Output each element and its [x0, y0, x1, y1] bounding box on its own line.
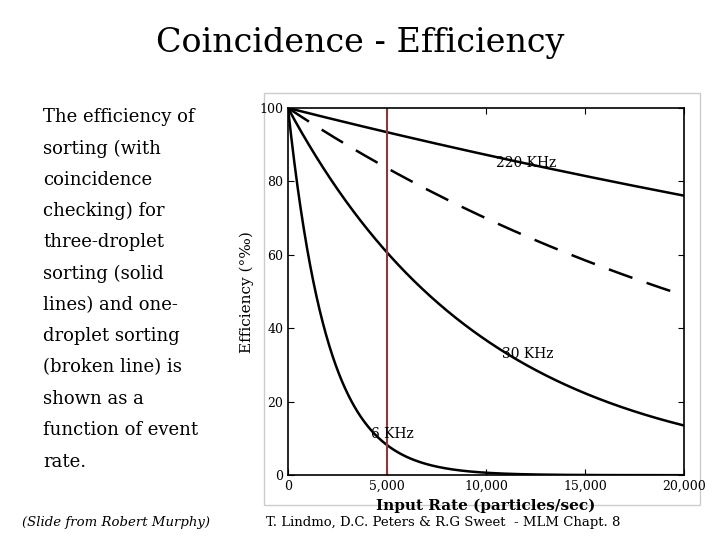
- Text: shown as a: shown as a: [43, 390, 144, 408]
- Text: sorting (solid: sorting (solid: [43, 265, 164, 283]
- Text: coincidence: coincidence: [43, 171, 153, 188]
- Text: 6 KHz: 6 KHz: [372, 428, 414, 442]
- Text: checking) for: checking) for: [43, 202, 165, 220]
- Text: (Slide from Robert Murphy): (Slide from Robert Murphy): [22, 516, 210, 529]
- Text: droplet sorting: droplet sorting: [43, 327, 180, 345]
- Text: sorting (with: sorting (with: [43, 139, 161, 158]
- X-axis label: Input Rate (particles/sec): Input Rate (particles/sec): [377, 498, 595, 513]
- Text: 30 KHz: 30 KHz: [502, 347, 554, 361]
- Text: (broken line) is: (broken line) is: [43, 359, 182, 376]
- Text: lines) and one-: lines) and one-: [43, 296, 178, 314]
- Text: three-droplet: three-droplet: [43, 233, 164, 251]
- Text: rate.: rate.: [43, 453, 86, 470]
- Y-axis label: Efficiency (°‰): Efficiency (°‰): [239, 231, 253, 353]
- Text: 220 KHz: 220 KHz: [496, 156, 556, 170]
- Text: T. Lindmo, D.C. Peters & R.G Sweet  - MLM Chapt. 8: T. Lindmo, D.C. Peters & R.G Sweet - MLM…: [266, 516, 621, 529]
- Text: Coincidence - Efficiency: Coincidence - Efficiency: [156, 27, 564, 59]
- Text: function of event: function of event: [43, 421, 198, 439]
- Text: The efficiency of: The efficiency of: [43, 108, 194, 126]
